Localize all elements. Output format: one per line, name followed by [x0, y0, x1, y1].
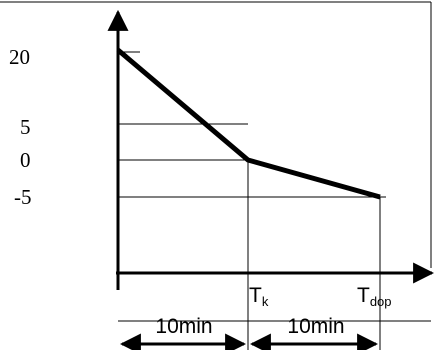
x-label-main: T — [357, 284, 370, 307]
y-label: 0 — [20, 148, 31, 172]
y-label: 5 — [20, 115, 31, 139]
duration-label: 10min — [155, 315, 212, 338]
temperature-curve — [116, 48, 381, 200]
x-label: Tk — [249, 284, 269, 309]
y-label: 20 — [9, 45, 30, 69]
x-label-sub: k — [262, 294, 269, 309]
y-label: -5 — [14, 185, 32, 209]
x-label-main: T — [249, 284, 262, 307]
x-label-sub: dop — [370, 294, 392, 309]
duration-label: 10min — [287, 315, 344, 338]
x-label: Tdop — [357, 284, 392, 309]
